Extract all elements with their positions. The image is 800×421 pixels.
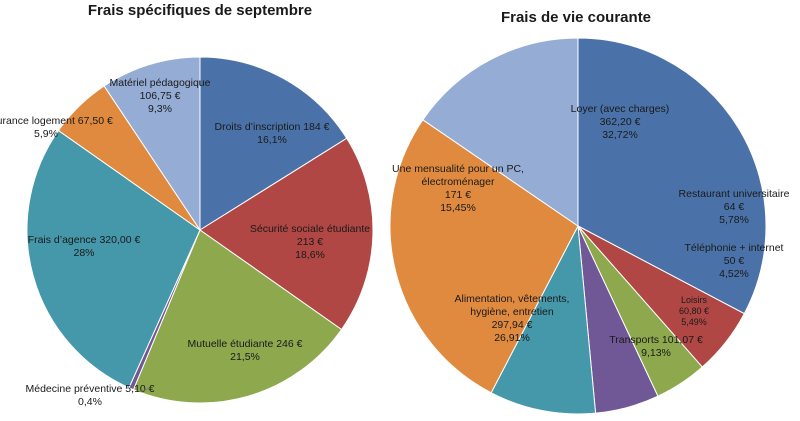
pie-slice-materiel-pedagogique: [103, 56, 201, 232]
pie-slice-droits-d-inscription: [199, 56, 348, 231]
pie-slice-une-mensualite-pour-un-pc-electromenager: [422, 37, 579, 227]
slice-label-restaurant: Restaurant universitaire 64 €5,78%: [679, 188, 790, 226]
chart-title-septembre: Frais spécifiques de septembre: [88, 2, 312, 19]
slice-label-loyer: Loyer (avec charges) 362,20 €32,72%: [571, 103, 670, 141]
pie-slice-alimentation-vetements-hygiene-entretien: [389, 119, 579, 394]
slice-label-materiel-pedagogique: Matériel pédagogique 106,75 €9,3%: [110, 77, 211, 115]
pie-slice-mutuelle-etudiante: [132, 229, 343, 404]
slice-label-medecine-preventive: Médecine préventive 5,10 €0,4%: [26, 383, 155, 408]
pie-vie-courante: [389, 37, 767, 415]
chart-title-vie-courante: Frais de vie courante: [501, 9, 651, 26]
pie-slice-frais-d-agence: [26, 129, 201, 389]
slice-label-alimentation: Alimentation, vêtements, hygiène, entreti…: [455, 293, 570, 344]
slice-label-transports: Transports 101,07 €9,13%: [609, 334, 703, 359]
slice-label-loisirs: Loisirs 60,80 €5,49%: [679, 295, 709, 327]
slice-label-assurance-logement: Assurance logement 67,50 €5,9%: [0, 115, 113, 140]
pie-slice-transports: [490, 224, 597, 415]
pie-slice-securite-sociale-etudiante: [199, 137, 374, 331]
slice-label-securite-sociale: Sécurité sociale étudiante 213 €18,6%: [250, 223, 370, 261]
pie-septembre: [26, 56, 374, 404]
slice-label-frais-agence: Frais d’agence 320,00 €28%: [28, 234, 141, 259]
slice-label-droits-inscription: Droits d’inscription 184 €16,1%: [215, 121, 330, 146]
slice-label-mutuelle: Mutuelle étudiante 246 €21,5%: [187, 338, 302, 363]
leader-line-medecine: [139, 387, 151, 393]
pie-slice-loyer-avec-charges: [577, 37, 767, 315]
slice-labels: Droits d’inscription 184 €16,1% Sécurité …: [0, 77, 790, 408]
slice-label-telephonie: Téléphonie + internet 50 €4,52%: [685, 242, 784, 280]
slice-label-mensualite-pc: Une mensualité pour un PC, électroménager…: [392, 163, 524, 214]
